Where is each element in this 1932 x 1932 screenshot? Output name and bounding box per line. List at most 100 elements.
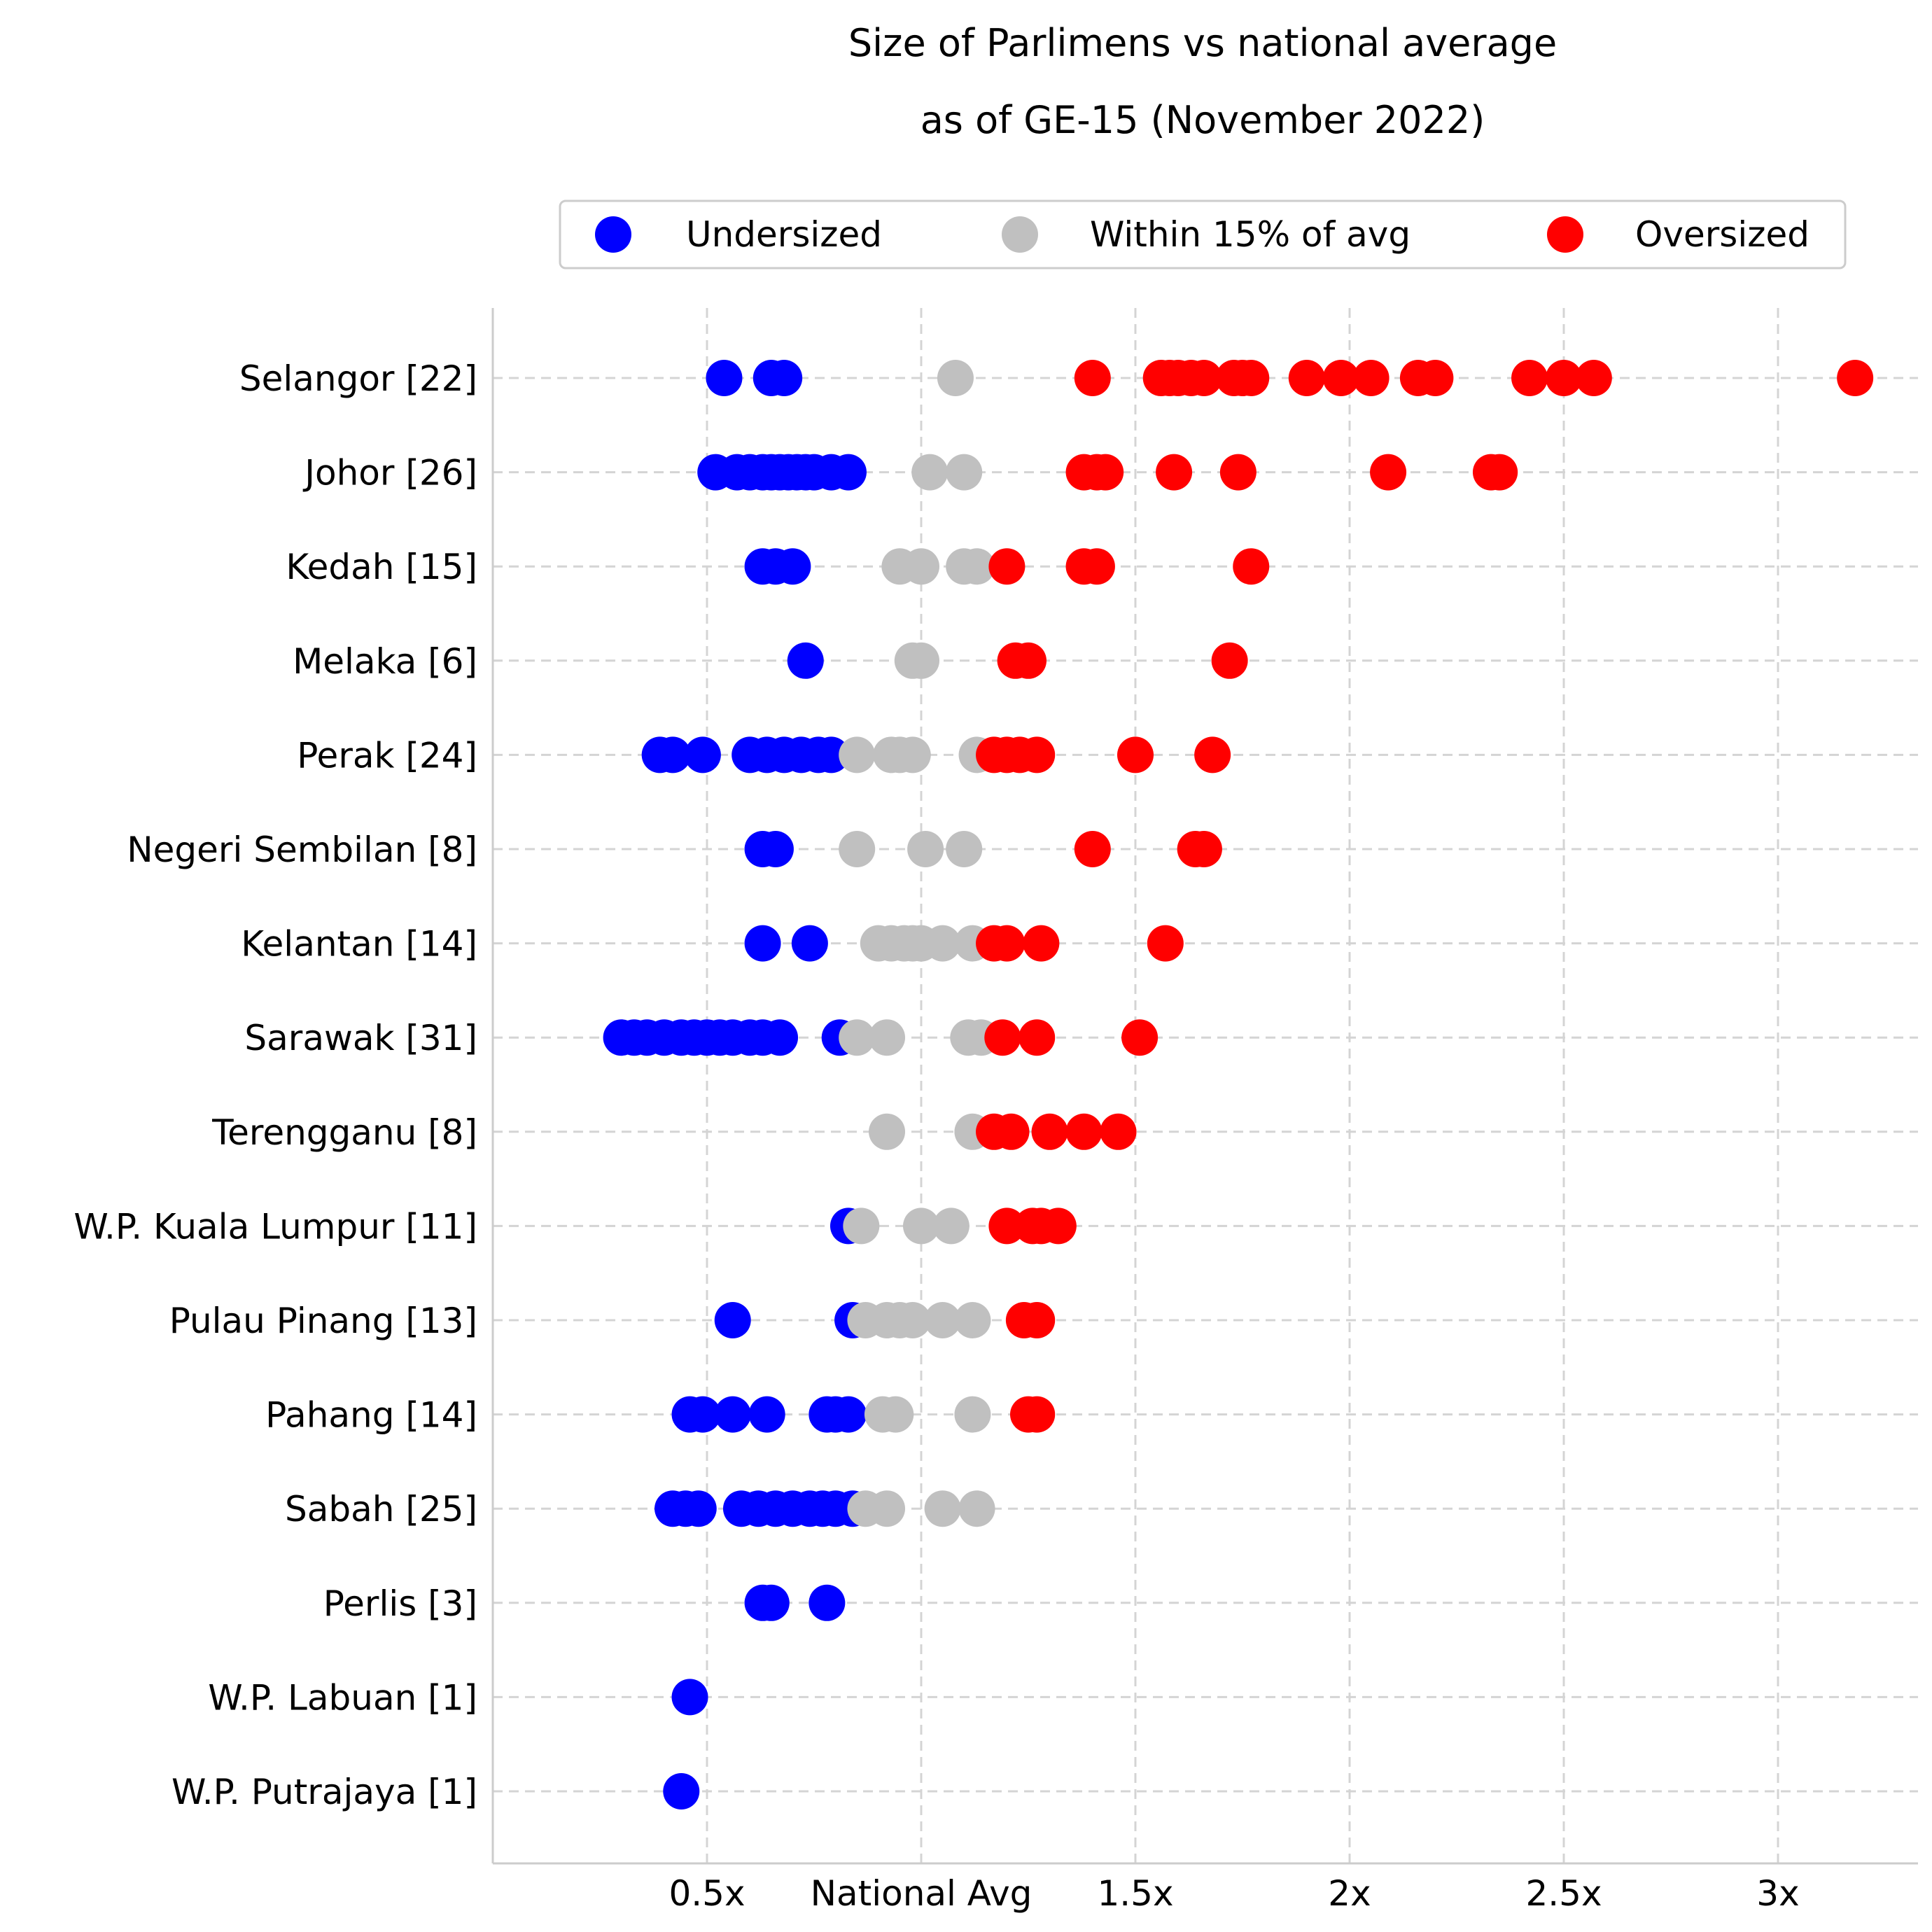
x-tick-label: 3x: [1756, 1873, 1799, 1914]
y-tick-labels: Selangor [22] Johor [26] Kedah [15] Melaka …: [74, 358, 477, 1812]
data-point: [1194, 736, 1231, 774]
data-point: [1087, 454, 1124, 491]
data-point: [654, 736, 692, 774]
data-point: [684, 736, 721, 774]
data-point: [774, 548, 811, 585]
data-point: [988, 1208, 1026, 1245]
data-point: [1121, 1019, 1158, 1056]
y-tick-label: W.P. Putrajaya [1]: [172, 1772, 477, 1812]
data-point: [869, 1113, 906, 1150]
legend-label-within: Within 15% of avg: [1090, 214, 1410, 255]
data-point: [1018, 1302, 1056, 1338]
data-point: [958, 548, 995, 585]
data-point: [714, 1396, 751, 1433]
data-point: [903, 548, 939, 585]
y-tick-label: Pulau Pinang [13]: [169, 1301, 477, 1341]
data-point: [762, 1019, 799, 1056]
data-point: [894, 736, 931, 774]
data-point: [869, 1490, 906, 1527]
data-point: [1233, 548, 1270, 585]
data-point: [954, 1302, 991, 1338]
data-point: [680, 1490, 717, 1527]
data-point: [663, 1773, 700, 1809]
data-point: [924, 1302, 961, 1338]
x-tick-label: 0.5x: [668, 1873, 745, 1914]
data-point: [1018, 736, 1056, 774]
data-point: [1117, 736, 1154, 774]
data-point: [1511, 360, 1548, 396]
data-point: [988, 925, 1026, 962]
chart-title-line1: Size of Parlimens vs national average: [848, 21, 1557, 65]
x-tick-label: 1.5x: [1097, 1873, 1173, 1914]
x-tick-label: 2x: [1328, 1873, 1371, 1914]
data-point: [1100, 1113, 1137, 1150]
legend: Undersized Within 15% of avg Oversized: [559, 200, 1847, 270]
y-tick-label: Perlis [3]: [323, 1583, 477, 1624]
data-point: [808, 1584, 846, 1621]
data-point: [1185, 360, 1222, 396]
legend-frame: [559, 200, 1847, 270]
data-point: [744, 925, 781, 962]
grid-lines: [493, 308, 1918, 1863]
data-point: [684, 1396, 721, 1433]
data-point: [954, 1396, 991, 1433]
data-point: [1575, 360, 1612, 396]
data-point: [1322, 360, 1359, 396]
data-point: [937, 360, 974, 396]
data-point: [1010, 642, 1046, 679]
legend-marker-undersized: [595, 216, 631, 253]
data-point: [813, 736, 850, 774]
data-point: [1352, 360, 1390, 396]
y-tick-label: Terengganu [8]: [211, 1112, 477, 1153]
y-tick-label: Sabah [25]: [285, 1489, 477, 1530]
y-tick-label: Kedah [15]: [286, 547, 477, 587]
axes: [491, 308, 1918, 1865]
data-point: [839, 736, 876, 774]
data-point: [757, 831, 794, 867]
data-point: [903, 642, 939, 679]
data-point: [946, 454, 983, 491]
y-tick-label: Kelantan [14]: [241, 924, 477, 965]
data-point: [1018, 1396, 1056, 1433]
data-point: [984, 1019, 1021, 1056]
data-point: [839, 1019, 876, 1056]
data-point: [671, 1679, 708, 1716]
data-point: [1023, 925, 1060, 962]
data-point: [988, 548, 1026, 585]
data-point: [911, 454, 948, 491]
data-point: [1040, 1208, 1077, 1245]
data-point: [1185, 831, 1222, 867]
data-point: [1065, 1113, 1102, 1150]
data-point: [843, 1208, 880, 1245]
y-tick-label: Pahang [14]: [265, 1395, 477, 1436]
data-point: [1074, 831, 1111, 867]
data-point: [1546, 360, 1582, 396]
legend-label-oversized: Oversized: [1635, 214, 1809, 255]
y-tick-label: W.P. Labuan [1]: [208, 1677, 477, 1718]
data-point: [706, 360, 743, 396]
y-tick-label: Perak [24]: [297, 735, 477, 776]
data-point: [907, 831, 944, 867]
legend-marker-within: [1002, 216, 1038, 253]
data-point: [1018, 1019, 1056, 1056]
legend-label-undersized: Undersized: [686, 214, 882, 255]
data-point: [1370, 454, 1407, 491]
y-tick-label: Melaka [6]: [293, 641, 477, 682]
data-point: [1031, 1113, 1068, 1150]
data-point: [1219, 454, 1256, 491]
data-point: [1481, 454, 1518, 491]
chart-title-line2: as of GE-15 (November 2022): [920, 98, 1485, 142]
x-tick-label: 2.5x: [1525, 1873, 1602, 1914]
x-tick-label: National Avg: [811, 1873, 1032, 1914]
data-point: [932, 1208, 969, 1245]
y-tick-label: Sarawak [31]: [244, 1018, 477, 1058]
data-point: [1288, 360, 1325, 396]
data-point: [830, 454, 867, 491]
data-point: [1233, 360, 1270, 396]
data-point: [1074, 360, 1111, 396]
y-tick-label: Negeri Sembilan [8]: [127, 830, 477, 870]
y-tick-label: Johor [26]: [302, 453, 477, 493]
data-point: [766, 360, 803, 396]
data-point: [752, 1584, 790, 1621]
